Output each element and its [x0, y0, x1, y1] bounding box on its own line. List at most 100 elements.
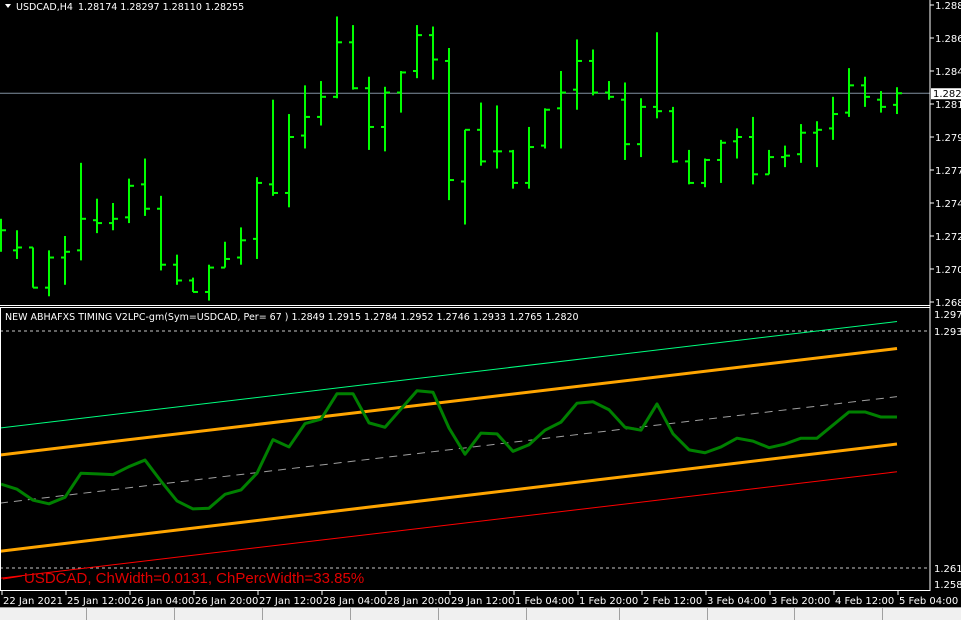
price-bar[interactable] — [141, 158, 150, 216]
chart-tabs-bar[interactable] — [0, 607, 961, 620]
price-axis-label: 1.2795 — [935, 133, 961, 144]
price-bar[interactable] — [493, 105, 502, 169]
indicator-axis-label: 1.2614 — [934, 564, 961, 575]
time-axis-label: 27 Jan 12:00 — [259, 596, 322, 607]
channel-lower-inner-line — [0, 442, 898, 553]
price-bar[interactable] — [333, 16, 342, 99]
price-bar[interactable] — [173, 254, 182, 285]
price-bar[interactable] — [381, 86, 390, 152]
time-axis-label: 5 Feb 04:00 — [899, 596, 958, 607]
price-bar[interactable] — [701, 158, 710, 188]
dropdown-triangle-icon[interactable] — [5, 4, 11, 8]
price-bar[interactable] — [301, 85, 310, 149]
price-axis-label: 1.2818 — [935, 100, 961, 111]
price-bar[interactable] — [781, 145, 790, 168]
price-bar[interactable] — [397, 71, 406, 113]
price-bar[interactable] — [461, 128, 470, 225]
status-line-marker — [2, 575, 23, 580]
price-bar[interactable] — [365, 76, 374, 150]
price-bar[interactable] — [525, 126, 534, 189]
time-axis-label: 3 Feb 04:00 — [707, 596, 766, 607]
price-bar[interactable] — [861, 76, 870, 107]
price-bar[interactable] — [589, 49, 598, 96]
price-bar[interactable] — [605, 81, 614, 100]
time-axis-label: 3 Feb 20:00 — [771, 596, 830, 607]
time-axis-label: 26 Jan 04:00 — [131, 596, 194, 607]
ohlc-values: 1.28174 1.28297 1.28110 1.28255 — [78, 2, 244, 13]
price-bar[interactable] — [445, 48, 454, 201]
time-axis-label: 29 Jan 12:00 — [451, 596, 514, 607]
price-bar[interactable] — [13, 230, 22, 259]
price-axis-label: 1.2772 — [935, 166, 961, 177]
time-axis-label: 25 Jan 12:00 — [67, 596, 130, 607]
price-bar[interactable] — [893, 87, 902, 115]
channel-width-status: USDCAD, ChWidth=0.0131, ChPercWidth=33.8… — [24, 570, 364, 587]
price-bar[interactable] — [669, 106, 678, 163]
price-bar[interactable] — [477, 102, 486, 166]
tab-separator — [262, 608, 263, 620]
price-bar[interactable] — [93, 198, 102, 234]
price-bar[interactable] — [717, 139, 726, 183]
indicator-axis-label: 1.2583 — [934, 580, 961, 591]
price-bar[interactable] — [557, 71, 566, 149]
price-bar[interactable] — [0, 218, 6, 252]
price-bar[interactable] — [765, 149, 774, 176]
price-bar[interactable] — [237, 227, 246, 265]
price-bar[interactable] — [109, 203, 118, 231]
tab-separator — [619, 608, 620, 620]
tab-separator — [86, 608, 87, 620]
price-bar[interactable] — [29, 246, 38, 289]
price-bar[interactable] — [733, 128, 742, 159]
tab-separator — [174, 608, 175, 620]
price-bar[interactable] — [413, 25, 422, 79]
price-bar[interactable] — [829, 96, 838, 140]
price-bar[interactable] — [221, 241, 230, 269]
time-axis-label: 4 Feb 12:00 — [835, 596, 894, 607]
price-bar[interactable] — [621, 82, 630, 160]
price-bar[interactable] — [285, 114, 294, 208]
price-bar[interactable] — [509, 149, 518, 189]
time-axis-label: 1 Feb 04:00 — [515, 596, 574, 607]
price-bar[interactable] — [125, 178, 134, 224]
time-axis-label: 28 Jan 04:00 — [323, 596, 386, 607]
indicator-axis-label: 1.297 — [934, 310, 961, 321]
indicator-panel[interactable]: NEW ABHAFXS TIMING V2LPC-gm(Sym=USDCAD, … — [0, 312, 930, 587]
price-bar[interactable] — [205, 264, 214, 301]
tab-separator — [438, 608, 439, 620]
indicator-axis-label: 1.2939 — [934, 327, 961, 338]
tab-separator — [350, 608, 351, 620]
price-bar[interactable] — [749, 116, 758, 185]
price-bar[interactable] — [637, 98, 646, 158]
price-bar[interactable] — [157, 195, 166, 271]
channel-upper-inner-line — [0, 347, 898, 457]
price-axis-label: 1.2703 — [935, 265, 961, 276]
indicator-header: NEW ABHAFXS TIMING V2LPC-gm(Sym=USDCAD, … — [5, 312, 579, 323]
price-bar[interactable] — [269, 99, 278, 196]
time-axis-label: 2 Feb 12:00 — [643, 596, 702, 607]
price-bar[interactable] — [877, 91, 886, 113]
price-bar[interactable] — [541, 108, 550, 149]
price-bar[interactable] — [653, 32, 662, 119]
tab-separator — [794, 608, 795, 620]
price-chart[interactable]: USDCAD,H4 1.28174 1.28297 1.28110 1.28255 — [0, 2, 930, 301]
price-bar[interactable] — [45, 250, 54, 297]
price-bar[interactable] — [429, 26, 438, 80]
price-bar[interactable] — [317, 81, 326, 126]
price-bar[interactable] — [61, 236, 70, 285]
price-bar[interactable] — [797, 124, 806, 163]
price-bar[interactable] — [685, 149, 694, 185]
price-axis-label: 1.2726 — [935, 232, 961, 243]
price-bar[interactable] — [349, 25, 358, 90]
price-bar[interactable] — [845, 68, 854, 117]
price-bar[interactable] — [77, 162, 86, 261]
price-bar[interactable] — [189, 277, 198, 293]
price-bar[interactable] — [253, 177, 262, 259]
symbol-timeframe-label: USDCAD,H4 — [16, 2, 73, 13]
price-axis-label: 1.2864 — [935, 34, 961, 45]
price-bar[interactable] — [573, 39, 582, 110]
time-axis-label: 22 Jan 2021 — [3, 596, 63, 607]
price-bar[interactable] — [813, 121, 822, 168]
